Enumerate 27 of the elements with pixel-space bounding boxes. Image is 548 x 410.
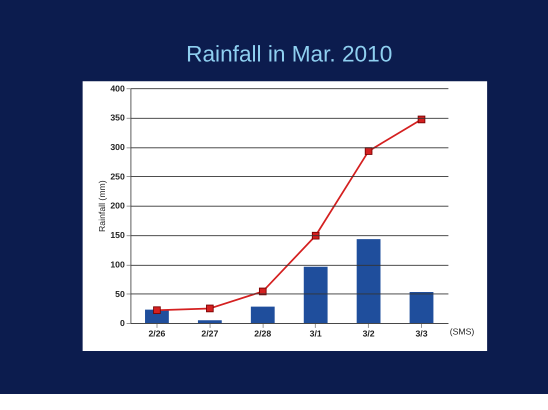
bar: [304, 266, 328, 324]
chart-title: Rainfall in Mar. 2010: [186, 41, 392, 66]
point: [153, 306, 161, 314]
x-tick-label: 3/1: [310, 328, 322, 339]
x-tick-label: 2/28: [254, 328, 272, 339]
y-axis-title: Rainfall (mm): [97, 180, 108, 232]
bar: [410, 292, 434, 324]
bar: [198, 320, 222, 324]
point: [206, 304, 214, 312]
y-tick-label: 250: [110, 171, 125, 182]
y-tick-label: 150: [110, 230, 125, 240]
text: (SMS): [450, 326, 474, 336]
x-tick-label: 3/2: [362, 328, 375, 339]
y-tick-label: 400: [110, 83, 125, 94]
point: [418, 116, 426, 124]
y-tick-label: 100: [110, 259, 125, 270]
y-tick-label: 350: [110, 112, 125, 123]
bar: [250, 306, 275, 324]
bar: [356, 239, 380, 324]
y-tick-label: 0: [120, 318, 125, 328]
point: [312, 232, 320, 240]
y-tick-label: 300: [110, 142, 125, 152]
y-tick-label: 50: [115, 288, 125, 299]
x-tick-label: 2/27: [201, 328, 218, 339]
y-tick-label: 200: [110, 200, 125, 211]
x-tick-label: 3/3: [415, 328, 428, 339]
x-tick-label: 2/26: [148, 328, 166, 339]
